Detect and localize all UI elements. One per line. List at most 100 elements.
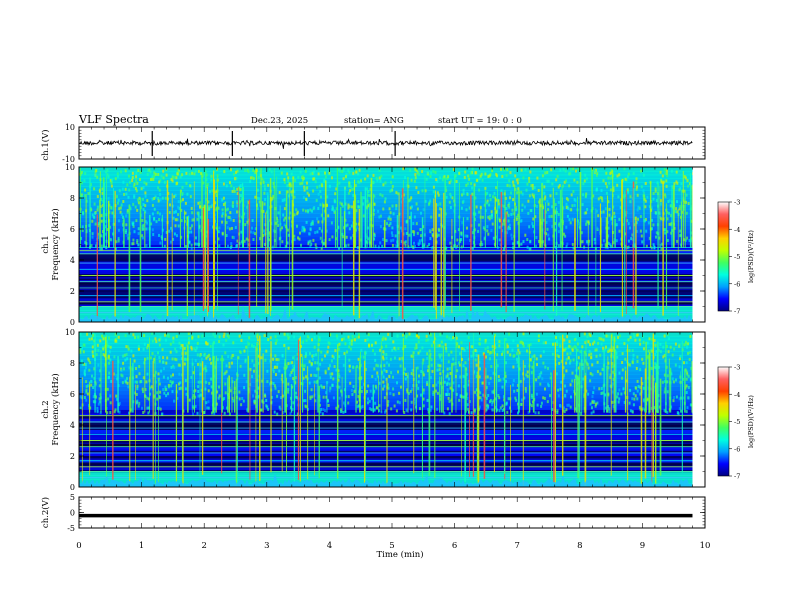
spectral-cell: [466, 403, 469, 407]
spectral-cell: [187, 234, 189, 238]
spectral-cell: [179, 175, 182, 179]
spectral-cell: [240, 230, 243, 234]
spectral-cell: [394, 348, 397, 352]
spectral-cell: [146, 356, 149, 360]
spectral-cell: [528, 179, 531, 183]
spectral-cell: [211, 203, 214, 207]
spectral-cell: [110, 184, 113, 188]
spectral-cell: [107, 196, 110, 200]
freq-band: [79, 359, 693, 364]
spectral-cell: [516, 360, 519, 364]
spectral-cell: [373, 352, 376, 356]
spectral-cell: [556, 353, 559, 357]
spectral-cell: [164, 196, 167, 200]
spectral-cell: [569, 405, 572, 409]
spectral-cell: [196, 411, 199, 415]
spectral-cell: [478, 360, 481, 364]
spectral-cell: [109, 401, 112, 405]
freq-band: [79, 205, 693, 211]
spectral-cell: [263, 334, 266, 338]
spectral-cell: [98, 377, 101, 381]
spectral-cell: [658, 399, 661, 403]
spectral-cell: [482, 381, 485, 385]
spectral-cell: [602, 239, 605, 243]
spectral-cell: [659, 170, 662, 174]
spectral-cell: [391, 244, 394, 247]
spectral-cell: [269, 336, 272, 340]
spectral-cell: [432, 185, 435, 189]
spectral-cell: [383, 384, 386, 388]
spectral-cell: [127, 347, 130, 351]
spectral-cell: [497, 394, 500, 397]
spectral-cell: [355, 209, 358, 213]
spectral-cell: [389, 221, 392, 225]
spectral-cell: [367, 333, 370, 337]
spectral-cell: [153, 171, 156, 175]
spectral-cell: [478, 405, 481, 409]
spectral-cell: [85, 229, 88, 233]
spectral-cell: [308, 193, 310, 197]
spectral-cell: [446, 393, 448, 397]
spectral-cell: [133, 230, 136, 234]
spectral-cell: [225, 234, 228, 237]
spectral-cell: [632, 357, 635, 361]
spectral-cell: [270, 395, 273, 399]
spectral-cell: [547, 179, 550, 183]
spectral-cell: [199, 354, 202, 358]
spectral-cell: [350, 339, 353, 343]
spectral-cell: [465, 208, 468, 212]
spectral-cell: [600, 210, 603, 214]
spectral-cell: [118, 410, 121, 414]
spectral-cell: [449, 179, 452, 183]
spectral-cell: [515, 178, 518, 182]
spectral-cell: [212, 332, 215, 336]
spectral-cell: [611, 362, 614, 365]
spectral-cell: [347, 206, 350, 210]
spectral-cell: [530, 184, 533, 188]
spectral-cell: [90, 183, 92, 186]
spectral-cell: [564, 394, 567, 398]
spectral-cell: [638, 338, 641, 342]
spectral-cell: [252, 238, 255, 241]
spectral-cell: [381, 244, 384, 248]
spectral-cell: [583, 211, 586, 215]
spectral-cell: [617, 195, 620, 199]
spectral-cell: [607, 361, 610, 365]
spectral-cell: [142, 390, 144, 393]
spectral-cell: [676, 210, 679, 214]
spectral-cell: [293, 238, 296, 242]
spectral-cell: [488, 203, 491, 207]
spectral-cell: [256, 207, 259, 211]
spectral-cell: [333, 209, 336, 213]
spectral-cell: [593, 400, 596, 403]
spectral-cell: [411, 368, 414, 372]
freq-band: [79, 314, 693, 319]
spectral-cell: [291, 368, 294, 372]
spectral-cell: [348, 205, 351, 209]
spectral-cell: [237, 356, 240, 360]
spectral-cell: [199, 363, 202, 367]
spectral-cell: [530, 393, 533, 397]
spectral-cell: [194, 395, 197, 399]
spectral-cell: [579, 350, 582, 354]
spectral-cell: [138, 372, 141, 376]
spectral-cell: [491, 350, 494, 354]
spectral-cell: [391, 226, 394, 230]
spectral-cell: [567, 198, 570, 202]
spectral-cell: [352, 365, 355, 369]
spectral-cell: [272, 370, 275, 374]
spectral-cell: [97, 402, 100, 406]
freq-band: [79, 332, 693, 337]
spectral-cell: [96, 208, 99, 212]
freq-band: [79, 244, 693, 249]
spectral-cell: [222, 358, 225, 362]
spectral-cell: [210, 377, 213, 381]
spectral-cell: [113, 410, 116, 414]
colorbar-tick-label: -3: [734, 364, 740, 372]
spectral-cell: [507, 219, 510, 223]
spectral-cell: [283, 207, 286, 211]
spectral-cell: [438, 368, 441, 372]
spectral-cell: [604, 393, 607, 397]
spectral-cell: [113, 214, 116, 218]
spectral-cell: [466, 226, 468, 230]
